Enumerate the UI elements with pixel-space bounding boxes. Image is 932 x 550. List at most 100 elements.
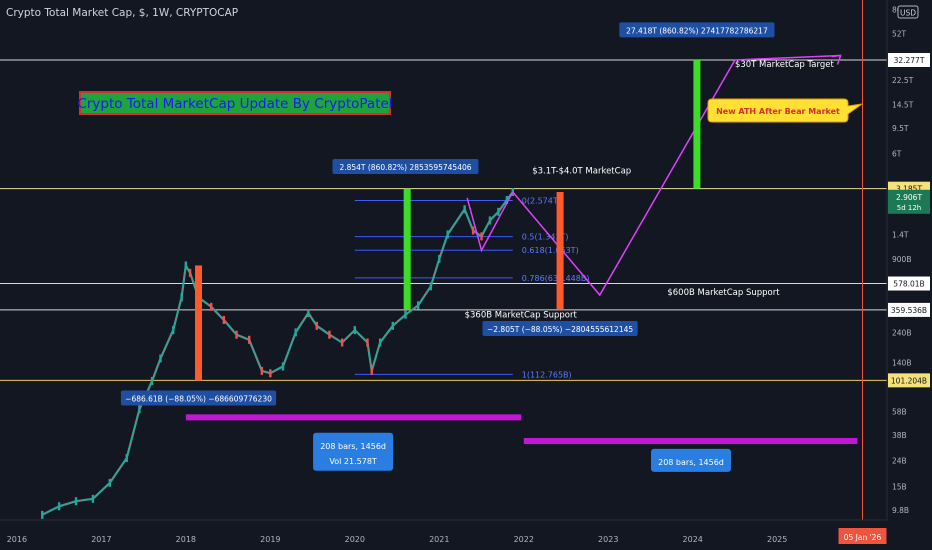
- x-tick-label: 2023: [598, 535, 618, 544]
- range-bar: [185, 414, 522, 421]
- currency-badge[interactable]: USD: [897, 5, 919, 19]
- y-tick-label: 15B: [892, 482, 907, 491]
- measure-label-box: [120, 390, 277, 406]
- price-candle: [222, 315, 226, 324]
- measure-label-text: −686.61B (−88.05%) −686609776230: [125, 395, 272, 404]
- annotation-label: $3.1T-$4.0T MarketCap: [532, 166, 631, 176]
- price-candle: [488, 216, 492, 225]
- price-candle: [159, 354, 162, 363]
- rally-bar: [403, 188, 411, 310]
- drawdown-bar: [556, 192, 564, 310]
- price-candle: [446, 230, 449, 239]
- y-tick-label: 24B: [892, 456, 907, 465]
- measure-label-text: 2.854T (860.82%) 2853595745406: [339, 163, 471, 172]
- price-level-badge: [888, 373, 930, 388]
- price-candle: [404, 310, 407, 319]
- svg-text:USD: USD: [900, 9, 916, 18]
- price-candle: [281, 362, 285, 371]
- info-box-text: 208 bars, 1456d: [658, 458, 724, 467]
- projection-path: [512, 54, 841, 297]
- price-level-badge-text: 3.185T: [896, 185, 922, 194]
- y-tick-label: 240B: [892, 328, 911, 337]
- price-candle: [74, 497, 78, 506]
- price-level-badge: [888, 52, 930, 67]
- current-price-text: 2.906T: [896, 193, 922, 202]
- x-tick-label: 2022: [514, 535, 534, 544]
- current-price-countdown: 5d 12h: [897, 204, 921, 212]
- price-level-badge: [888, 302, 930, 317]
- price-candle: [180, 293, 183, 302]
- price-candle: [340, 338, 344, 347]
- price-candle: [91, 494, 95, 503]
- price-level-badge-text: 578.01B: [893, 280, 924, 289]
- zigzag-path: [466, 191, 514, 253]
- price-level-badge: [888, 276, 930, 291]
- fib-level-label: 1(112.765B): [522, 370, 572, 379]
- annotation-label: $30T MarketCap Target: [735, 60, 835, 70]
- banner-title: Crypto Total MarketCap Update By CryptoP…: [77, 96, 392, 112]
- price-level-badge-text: 359.536B: [891, 306, 927, 315]
- price-candle: [150, 377, 154, 386]
- rally-bar: [693, 59, 701, 189]
- price-candle: [353, 326, 356, 335]
- price-candle: [188, 268, 192, 277]
- x-tick-label: 2018: [176, 535, 196, 544]
- x-tick-label: 2024: [683, 535, 703, 544]
- y-tick-label: 6T: [892, 149, 902, 158]
- fib-level-label: 0.786(639.448B): [522, 274, 590, 283]
- fib-level-label: 0(2.574T): [522, 197, 561, 206]
- price-candle: [125, 454, 128, 463]
- price-candle: [235, 330, 238, 339]
- current-price-badge: [888, 189, 930, 214]
- price-level-badge-text: 32.277T: [894, 56, 925, 65]
- price-candle: [41, 510, 44, 519]
- y-tick-label: 38B: [892, 431, 907, 440]
- projection-arrowhead: [831, 54, 842, 65]
- price-candle: [378, 338, 382, 347]
- fib-level-label: 0.618(1.053T): [522, 246, 579, 255]
- price-candle: [480, 232, 483, 241]
- measure-label-box: [332, 159, 479, 175]
- y-tick-label: 9.5T: [892, 124, 909, 133]
- drawdown-bar: [195, 265, 203, 381]
- x-tick-label: 2025: [767, 535, 787, 544]
- annotation-label: $360B MarketCap Support: [465, 310, 578, 320]
- price-candle: [209, 302, 213, 311]
- annotation-label: $600B MarketCap Support: [667, 288, 780, 298]
- y-tick-label: 14.5T: [892, 100, 914, 109]
- price-candle: [438, 254, 441, 263]
- price-candle: [416, 301, 420, 310]
- y-tick-label: 140B: [892, 358, 911, 367]
- fib-level-label: 0.5(1.343T): [522, 233, 569, 242]
- price-candle: [505, 195, 509, 204]
- x-tick-label: 2021: [429, 535, 449, 544]
- x-tick-label: 2017: [91, 535, 111, 544]
- price-candle: [138, 405, 141, 414]
- price-candle: [497, 207, 500, 216]
- price-candle: [294, 328, 297, 337]
- price-candle: [471, 226, 475, 235]
- price-candle: [260, 366, 264, 375]
- price-candle: [248, 335, 251, 344]
- price-candle: [391, 321, 395, 330]
- price-candle: [366, 338, 369, 347]
- price-candle: [57, 502, 61, 511]
- x-tick-label: 2016: [7, 535, 27, 544]
- price-candle: [108, 478, 112, 487]
- measure-label-text: 27.418T (860.82%) 27417782786217: [626, 26, 768, 35]
- time-cursor-label: 05 Jan '26: [844, 533, 882, 542]
- info-box-text: 208 bars, 1456d: [320, 442, 386, 451]
- y-tick-label: 22.5T: [892, 76, 914, 85]
- info-box-text: Vol 21.578T: [329, 457, 377, 466]
- x-tick-label: 2019: [260, 535, 280, 544]
- price-axis-panel: [887, 0, 932, 550]
- x-tick-label: 2020: [345, 535, 365, 544]
- price-candle: [184, 261, 188, 270]
- price-candle: [307, 309, 310, 318]
- callout: New ATH After Bear Market: [707, 98, 863, 123]
- price-level-badge-text: 101.204B: [891, 376, 927, 385]
- info-box: [651, 448, 732, 472]
- price-candle: [328, 330, 331, 339]
